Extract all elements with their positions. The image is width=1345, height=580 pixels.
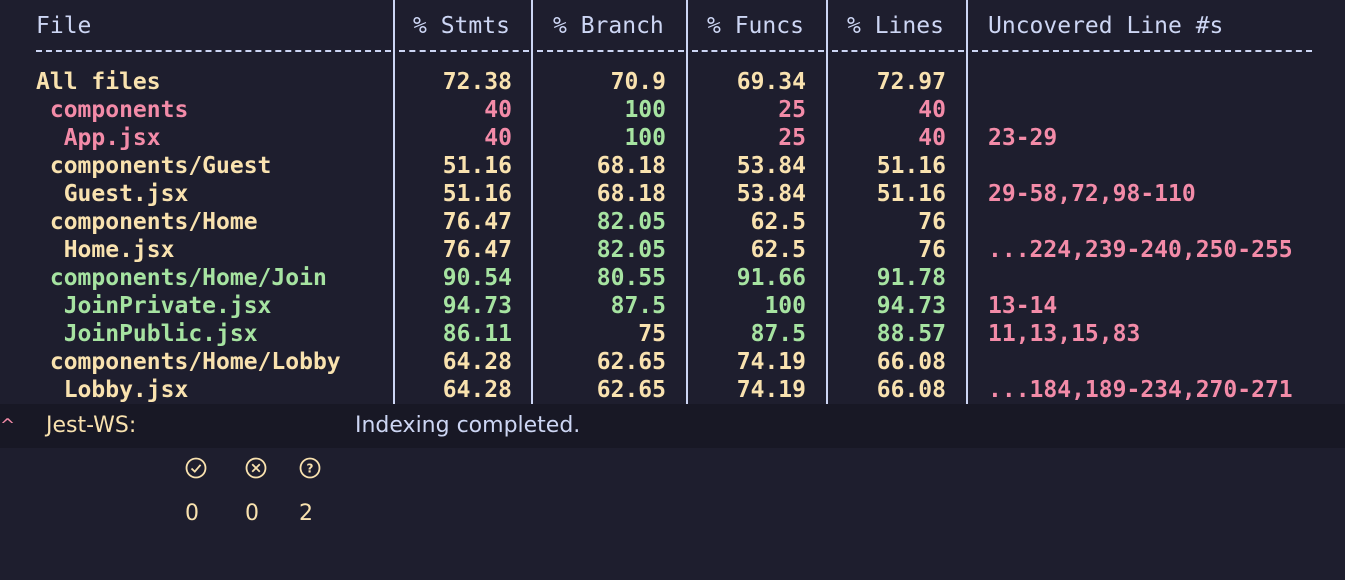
jest-unknown[interactable]: ? 2	[271, 404, 321, 526]
cell-uncovered: 29-58,72,98-110	[988, 181, 1196, 207]
divider-segment	[692, 50, 824, 52]
unknown-count: 2	[298, 501, 313, 526]
cell-funcs: 100	[764, 293, 806, 319]
cell-stmts: 40	[484, 125, 512, 151]
cell-stmts: 72.38	[442, 69, 512, 95]
cell-file: components/Guest	[36, 153, 272, 179]
cell-lines: 40	[918, 125, 946, 151]
header-stmts: % Stmts	[413, 13, 510, 39]
cell-branch: 75	[638, 321, 666, 347]
cell-branch: 87.5	[610, 293, 666, 319]
cell-file: Guest.jsx	[36, 181, 189, 207]
header-funcs: % Funcs	[707, 13, 804, 39]
cell-stmts: 94.73	[442, 293, 512, 319]
cell-funcs: 25	[778, 97, 806, 123]
column-separator	[686, 0, 688, 404]
cell-lines: 51.16	[876, 153, 946, 179]
svg-text:?: ?	[307, 462, 314, 476]
status-left-glyph: ^	[0, 415, 16, 436]
cell-lines: 76	[918, 209, 946, 235]
cell-funcs: 62.5	[750, 237, 806, 263]
cell-file: components	[36, 97, 189, 123]
cell-lines: 88.57	[876, 321, 946, 347]
divider-segment	[537, 50, 684, 52]
passed-count: 0	[184, 501, 199, 526]
cell-stmts: 64.28	[442, 349, 512, 375]
cell-file: JoinPublic.jsx	[36, 321, 258, 347]
jest-status-label[interactable]: Jest-WS:	[46, 413, 137, 438]
divider-segment	[832, 50, 964, 52]
cell-stmts: 86.11	[442, 321, 512, 347]
divider-segment	[399, 50, 529, 52]
cell-file: components/Home/Lobby	[36, 349, 341, 375]
cell-branch: 62.65	[596, 377, 666, 403]
column-separator	[393, 0, 395, 404]
cell-branch: 82.05	[596, 209, 666, 235]
cell-funcs: 74.19	[736, 377, 806, 403]
header-uncovered: Uncovered Line #s	[988, 13, 1224, 39]
cell-file: Home.jsx	[36, 237, 175, 263]
cell-lines: 40	[918, 97, 946, 123]
cell-uncovered: ...184,189-234,270-271	[988, 377, 1293, 403]
cell-file: JoinPrivate.jsx	[36, 293, 272, 319]
cell-file: components/Home/Join	[36, 265, 327, 291]
cell-lines: 66.08	[876, 377, 946, 403]
cell-funcs: 53.84	[736, 153, 806, 179]
cell-funcs: 62.5	[750, 209, 806, 235]
cell-lines: 51.16	[876, 181, 946, 207]
column-separator	[826, 0, 828, 404]
cell-stmts: 40	[484, 97, 512, 123]
cell-file: All files	[36, 69, 161, 95]
check-circle-icon	[185, 457, 207, 479]
status-message: Indexing completed.	[355, 413, 581, 438]
cell-lines: 66.08	[876, 349, 946, 375]
header-lines: % Lines	[847, 13, 944, 39]
cell-uncovered: 13-14	[988, 293, 1058, 319]
divider-segment	[36, 50, 391, 52]
cell-lines: 94.73	[876, 293, 946, 319]
terminal-output: File % Stmts % Branch % Funcs % Lines Un…	[36, 0, 1312, 404]
jest-failed[interactable]: 0	[217, 404, 267, 526]
cell-branch: 100	[624, 125, 666, 151]
cell-lines: 76	[918, 237, 946, 263]
question-circle-icon: ?	[299, 457, 321, 479]
cell-lines: 91.78	[876, 265, 946, 291]
cell-branch: 68.18	[596, 181, 666, 207]
cell-branch: 100	[624, 97, 666, 123]
column-separator	[966, 0, 968, 404]
cell-branch: 62.65	[596, 349, 666, 375]
cell-uncovered: 23-29	[988, 125, 1058, 151]
failed-count: 0	[244, 501, 259, 526]
cell-stmts: 64.28	[442, 377, 512, 403]
cell-file: Lobby.jsx	[36, 377, 189, 403]
cell-funcs: 87.5	[750, 321, 806, 347]
status-bar: ^ Jest-WS: 0 0 ? 2 Indexing completed.	[0, 404, 1345, 526]
divider-segment	[972, 50, 1312, 52]
cell-funcs: 74.19	[736, 349, 806, 375]
cell-stmts: 90.54	[442, 265, 512, 291]
cell-file: components/Home	[36, 209, 258, 235]
header-branch: % Branch	[553, 13, 664, 39]
cell-stmts: 51.16	[442, 153, 512, 179]
cell-funcs: 69.34	[736, 69, 806, 95]
cell-uncovered: 11,13,15,83	[988, 321, 1141, 347]
cell-file: App.jsx	[36, 125, 161, 151]
cell-funcs: 91.66	[736, 265, 806, 291]
jest-passed[interactable]: 0	[157, 404, 207, 526]
x-circle-icon	[245, 457, 267, 479]
cell-branch: 82.05	[596, 237, 666, 263]
cell-branch: 80.55	[596, 265, 666, 291]
column-separator	[531, 0, 533, 404]
cell-uncovered: ...224,239-240,250-255	[988, 237, 1293, 263]
cell-lines: 72.97	[876, 69, 946, 95]
cell-funcs: 25	[778, 125, 806, 151]
cell-stmts: 51.16	[442, 181, 512, 207]
cell-branch: 68.18	[596, 153, 666, 179]
cell-stmts: 76.47	[442, 209, 512, 235]
header-file: File	[36, 13, 92, 39]
cell-funcs: 53.84	[736, 181, 806, 207]
cell-branch: 70.9	[610, 69, 666, 95]
cell-stmts: 76.47	[442, 237, 512, 263]
